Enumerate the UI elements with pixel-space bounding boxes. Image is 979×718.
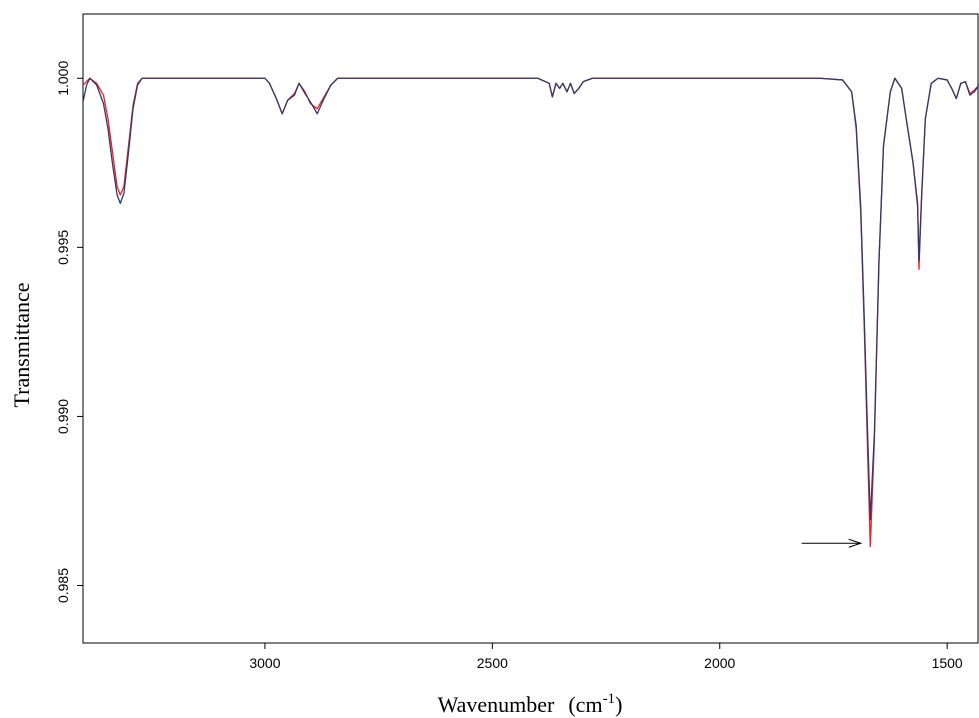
y-tick-label: 1.000 bbox=[55, 61, 71, 96]
y-axis-title: Transmittance bbox=[9, 282, 34, 407]
series-layer bbox=[83, 77, 979, 548]
y-tick-label: 0.990 bbox=[55, 399, 71, 434]
plot-frame bbox=[82, 13, 979, 644]
x-tick-label: 2500 bbox=[477, 655, 508, 671]
y-tick-label: 0.985 bbox=[55, 568, 71, 603]
series-line-1 bbox=[83, 77, 979, 548]
x-axis-title: Wavenumber (cm-1) bbox=[438, 691, 623, 717]
series-line-2 bbox=[83, 77, 979, 521]
x-tick-label: 3000 bbox=[249, 655, 280, 671]
y-tick-label: 0.995 bbox=[55, 230, 71, 265]
x-axis: 3000 2500 2000 1500 bbox=[249, 643, 963, 671]
arrow-annotation bbox=[801, 538, 863, 548]
x-tick-label: 2000 bbox=[704, 655, 735, 671]
y-axis: 0.985 0.990 0.995 1.000 bbox=[55, 61, 83, 603]
x-tick-label: 1500 bbox=[932, 655, 963, 671]
annotation-layer bbox=[801, 538, 863, 548]
